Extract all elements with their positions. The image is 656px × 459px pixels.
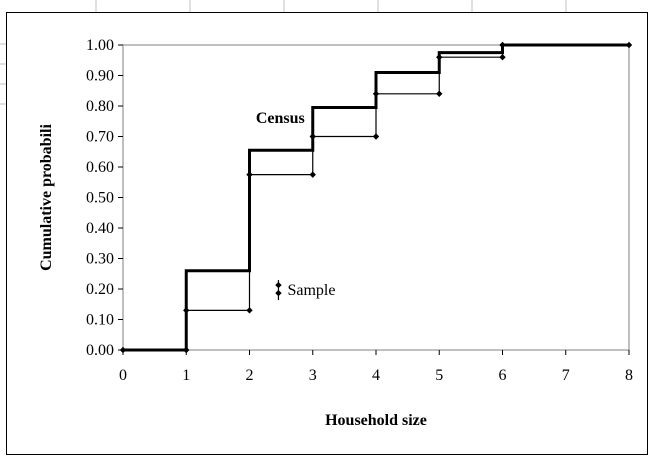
x-tick-label-5: 5 bbox=[435, 367, 443, 384]
y-tick-label-1: 0.10 bbox=[86, 312, 114, 329]
y-axis: 0.00 0.10 0.20 0.30 0.40 0.50 0.60 0.70 0.80 0.90… bbox=[86, 37, 123, 359]
x-tick-label-7: 7 bbox=[562, 367, 570, 384]
sample-marker-diamond-bottom bbox=[275, 289, 282, 297]
sample-marker-symbol bbox=[275, 280, 282, 301]
x-tick-label-3: 3 bbox=[309, 367, 317, 384]
x-tick-label-1: 1 bbox=[182, 367, 190, 384]
series-point-sample-9 bbox=[436, 90, 443, 97]
y-tick-label-5: 0.50 bbox=[86, 190, 114, 207]
x-tick-label-2: 2 bbox=[246, 367, 254, 384]
y-tick-label-3: 0.30 bbox=[86, 251, 114, 268]
y-tick-label-0: 0.00 bbox=[86, 342, 114, 359]
x-tick-label-0: 0 bbox=[119, 367, 127, 384]
series-point-sample-3 bbox=[246, 307, 253, 314]
x-axis-title: Household size bbox=[325, 412, 427, 429]
y-tick-label-7: 0.70 bbox=[86, 129, 114, 146]
y-tick-label-8: 0.80 bbox=[86, 98, 114, 115]
annotation-census: Census bbox=[256, 110, 305, 127]
x-axis: 0 1 2 3 4 5 6 7 8 bbox=[119, 350, 633, 384]
series-point-sample-5 bbox=[309, 171, 316, 178]
y-tick-label-2: 0.20 bbox=[86, 281, 114, 298]
sample-marker-diamond-top bbox=[275, 281, 282, 289]
series-census bbox=[123, 43, 629, 352]
x-tick-label-6: 6 bbox=[499, 367, 507, 384]
series-point-sample-7 bbox=[372, 133, 380, 140]
series-line-sample bbox=[123, 44, 629, 351]
chart-area[interactable]: 0.00 0.10 0.20 0.30 0.40 0.50 0.60 0.70 0.80 0.90… bbox=[6, 12, 648, 455]
annotation-layer: Census Sample bbox=[256, 110, 335, 301]
series-line-census bbox=[123, 43, 629, 352]
y-tick-label-9: 0.90 bbox=[86, 68, 114, 85]
x-tick-label-4: 4 bbox=[372, 367, 380, 384]
chart-svg: 0.00 0.10 0.20 0.30 0.40 0.50 0.60 0.70 0.80 0.90… bbox=[38, 37, 633, 429]
series-layer bbox=[119, 41, 633, 354]
series-point-sample-11 bbox=[499, 54, 506, 61]
y-axis-title: Cumulative probabili bbox=[38, 124, 55, 271]
x-tick-label-8: 8 bbox=[625, 367, 633, 384]
y-tick-label-10: 1.00 bbox=[86, 37, 114, 54]
y-tick-label-6: 0.60 bbox=[86, 159, 114, 176]
y-tick-label-4: 0.40 bbox=[86, 220, 114, 237]
annotation-sample: Sample bbox=[287, 282, 335, 299]
